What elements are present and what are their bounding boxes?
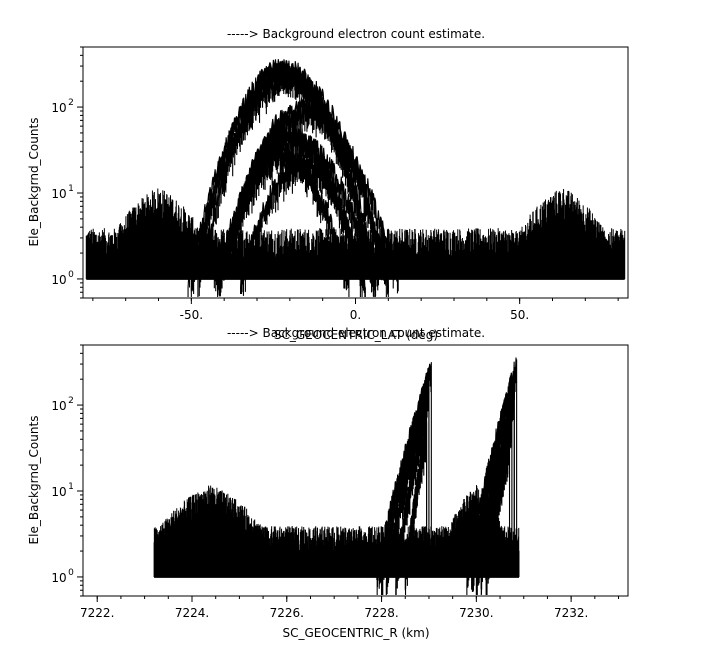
y-tick-label: 10: [51, 187, 66, 201]
y-tick-exponent: 2: [68, 396, 74, 406]
branch-trace: [395, 398, 428, 595]
x-tick-label: 0.: [350, 308, 361, 322]
plot-area: [85, 59, 626, 297]
x-axis-ticks: 7222. 7224. 7226. 7228. 7230. 7232.: [80, 596, 620, 620]
y-axis-label: Ele_Backgrnd_Counts: [27, 118, 41, 247]
x-tick-label: 7224.: [175, 606, 209, 620]
x-axis-label: SC_GEOCENTRIC_R (km): [283, 626, 430, 640]
x-tick-label: 7222.: [80, 606, 114, 620]
x-tick-label: 7230.: [459, 606, 493, 620]
x-axis-label: SC_GEOCENTRIC_LAT (deg): [274, 328, 438, 342]
x-tick-label: -50.: [180, 308, 203, 322]
y-tick-exponent: 2: [68, 98, 74, 108]
branch-trace: [485, 434, 511, 595]
y-tick-label: 10: [51, 485, 66, 499]
chart-title: -----> Background electron count estimat…: [227, 326, 485, 340]
branch-trace: [404, 420, 428, 595]
y-tick-exponent: 0: [68, 270, 74, 280]
x-tick-label: 7232.: [554, 606, 588, 620]
y-tick-exponent: 1: [68, 184, 74, 194]
chart-latitude: -----> Background electron count estimat…: [27, 27, 629, 342]
chart-radius: -----> Background electron count estimat…: [27, 326, 629, 640]
noise-floor-trace: [85, 188, 626, 279]
branch-trace: [480, 405, 513, 595]
y-tick-label: 10: [51, 273, 66, 287]
x-tick-label: 7226.: [270, 606, 304, 620]
branch-trace: [385, 377, 430, 595]
x-axis-ticks: -50. 0. 50.: [92, 298, 619, 322]
series-traces: [85, 59, 626, 297]
y-tick-label: 10: [51, 399, 66, 413]
plot-area: [153, 357, 520, 595]
arc-trace: [240, 152, 366, 297]
plot-frame: [82, 344, 629, 597]
series-traces: [153, 357, 520, 595]
x-tick-label: 50.: [510, 308, 529, 322]
chart-title: -----> Background electron count estimat…: [227, 27, 485, 41]
y-axis-label: Ele_Backgrnd_Counts: [27, 416, 41, 545]
x-tick-label: 7228.: [364, 606, 398, 620]
y-tick-exponent: 0: [68, 568, 74, 578]
y-tick-label: 10: [51, 571, 66, 585]
y-tick-exponent: 1: [68, 482, 74, 492]
y-tick-label: 10: [51, 101, 66, 115]
